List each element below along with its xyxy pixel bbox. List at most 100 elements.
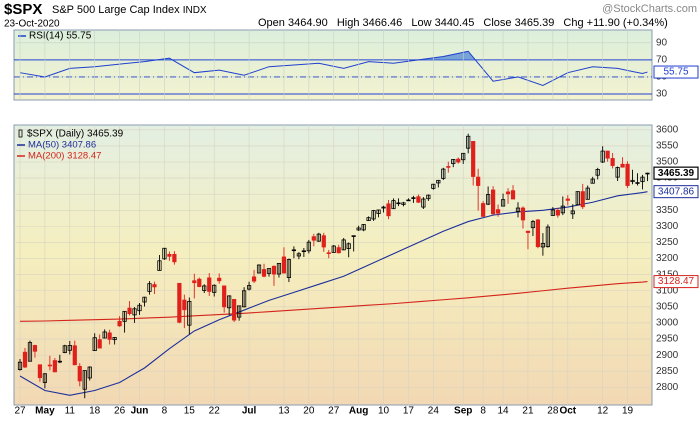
candle-body (635, 182, 640, 184)
candle-body (610, 158, 615, 166)
candle-body (117, 320, 122, 327)
x-tick-label: 28 (547, 406, 559, 417)
candle-body (311, 236, 316, 241)
candle-body (326, 252, 331, 254)
candle-body (535, 219, 541, 248)
candle-body (575, 191, 580, 206)
candle-body (122, 310, 127, 322)
candle-body (461, 152, 466, 161)
quote-value: 3466.46 (363, 17, 403, 29)
y-tick-label: 3600 (656, 124, 679, 135)
candle-body (510, 190, 516, 200)
x-tick-label: 27 (14, 406, 26, 417)
x-tick-label: May (35, 406, 55, 417)
candle-body (241, 290, 247, 308)
quote-value: +11.90 (+0.34%) (587, 17, 668, 29)
candle-body (500, 199, 506, 207)
candle-body (107, 332, 112, 340)
candle-body (152, 284, 157, 288)
candle-body (600, 150, 605, 163)
candle-body (431, 183, 436, 189)
candle-body (490, 189, 496, 215)
quote-value: 3465.39 (515, 17, 555, 29)
candle-body (426, 194, 431, 200)
candle-body (306, 241, 311, 252)
candle-body (421, 198, 426, 208)
quote: Open 3464.90 High 3466.46 Low 3440.45 Cl… (258, 17, 668, 29)
candle-body (520, 207, 526, 221)
candle-body (37, 364, 43, 379)
quote-label: Low (411, 17, 431, 29)
legend-entry: $SPX (Daily) 3465.39 (27, 129, 124, 140)
security-name: S&P 500 Large Cap Index INDX (52, 4, 207, 16)
candle-body (451, 159, 456, 165)
quote-label: Chg (563, 17, 583, 29)
y-tick-label: 2850 (656, 366, 679, 377)
candle-body (386, 203, 391, 217)
candle-body (172, 253, 177, 263)
candle-body (401, 202, 406, 205)
candle-body (376, 209, 381, 214)
value-label-box (653, 185, 699, 199)
candle-body (147, 283, 152, 292)
candle-body (540, 243, 546, 248)
value-label-box (653, 65, 699, 79)
y-tick-label: 3300 (656, 221, 679, 232)
legend-entry: MA(50) 3407.86 (28, 140, 96, 151)
candle-body (590, 178, 595, 184)
x-tick-label: 26 (114, 406, 126, 417)
candle-body (142, 296, 147, 303)
candle-body (167, 253, 172, 257)
candle-body (92, 337, 97, 352)
candle-body (441, 168, 446, 179)
y-tick-label: 3100 (656, 285, 679, 296)
candle-body (296, 253, 301, 257)
candle-body (565, 198, 570, 201)
candle-body (391, 200, 396, 210)
candle-body (525, 230, 531, 233)
candle-body (212, 284, 217, 293)
candle-body (471, 141, 476, 177)
x-tick-label: 8 (162, 406, 168, 417)
legend-swatch (18, 129, 23, 138)
candle-body (47, 364, 52, 367)
candle-body (222, 285, 227, 308)
x-tick-label: Jul (242, 406, 257, 417)
watermark: @StockCharts.com (602, 3, 697, 15)
candle-body (137, 304, 142, 312)
candle-body (645, 172, 650, 175)
candle-body (207, 277, 212, 292)
candle-body (550, 209, 555, 216)
y-tick-label: 3350 (656, 205, 679, 216)
candle-body (197, 278, 202, 287)
x-tick-label: Oct (559, 406, 576, 417)
exchange: INDX (183, 5, 207, 16)
legend-entry: MA(200) 3128.47 (28, 151, 101, 162)
candle-body (77, 365, 82, 382)
quote-label: Open (258, 17, 285, 29)
candle-body (411, 197, 416, 199)
y-tick-label: 30 (656, 89, 668, 100)
rsi-panel (13, 29, 653, 101)
x-tick-label: 11 (65, 406, 76, 417)
candle-body (396, 202, 401, 205)
value-label-box (653, 275, 699, 289)
candle-body (227, 295, 232, 309)
candle-body (286, 259, 292, 278)
y-tick-label: 3250 (656, 237, 679, 248)
value-label: 3128.47 (658, 276, 695, 287)
x-tick-label: Aug (349, 406, 368, 417)
candle-body (112, 337, 117, 341)
candle-body (515, 207, 521, 212)
candle-body (341, 239, 346, 251)
candle-body (256, 264, 262, 274)
candle-body (630, 179, 635, 183)
candle-body (316, 233, 321, 242)
candle-body (67, 345, 72, 351)
y-tick-label: 2900 (656, 350, 679, 361)
candle-body (132, 308, 137, 316)
rsi-line (19, 50, 648, 87)
y-tick-label: 3050 (656, 301, 679, 312)
candle-body (251, 276, 257, 282)
candle-body (261, 269, 267, 277)
